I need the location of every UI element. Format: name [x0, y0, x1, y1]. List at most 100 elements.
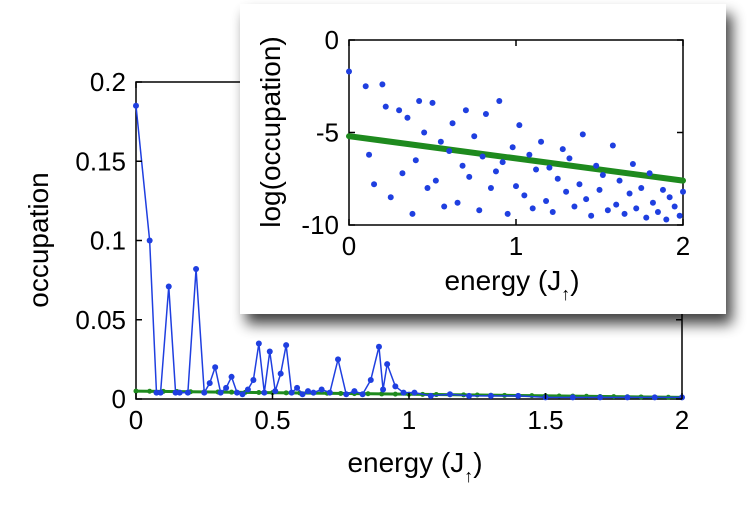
inset-x-tick-label: 2 [676, 231, 690, 261]
inset-data-point [671, 203, 678, 210]
main-data-point [184, 389, 191, 396]
main-x-tick-label: 1 [402, 405, 416, 435]
main-data-point [326, 389, 333, 396]
main-data-point [400, 389, 407, 396]
main-data-point [266, 348, 273, 355]
inset-data-point [441, 203, 448, 210]
inset-fit-marker [638, 172, 644, 178]
inset-y-tick-label: 0 [325, 25, 339, 55]
inset-fit-marker [488, 152, 494, 158]
inset-fit-marker [530, 158, 536, 164]
inset-data-point [546, 164, 553, 171]
inset-fit-marker [346, 133, 352, 139]
inset-data-point [421, 129, 428, 136]
main-data-point [133, 102, 139, 109]
inset-data-point [566, 155, 573, 162]
main-y-tick-label: 0.15 [75, 146, 126, 176]
inset-data-point [563, 188, 570, 195]
main-data-point [411, 389, 418, 396]
main-data-point [223, 384, 230, 391]
main-data-point [343, 391, 350, 398]
inset-data-point [479, 153, 486, 160]
inset-data-point [680, 188, 686, 195]
inset-panel: 0 1 2 0 -5 -10 energy (J↑) log(occupation) [240, 4, 726, 314]
main-x-tick-label: 1.5 [527, 405, 563, 435]
inset-data-point [533, 166, 540, 173]
inset-fit-marker [496, 153, 502, 159]
main-y-tick-label: 0.2 [90, 67, 126, 97]
main-data-point [283, 342, 290, 349]
inset-data-point [593, 162, 600, 169]
inset-data-point [549, 209, 556, 216]
inset-fit-marker [430, 144, 435, 150]
main-data-point [272, 388, 279, 395]
main-x-tick-label: 0 [129, 405, 143, 435]
inset-fit-marker [555, 161, 561, 167]
inset-data-point [521, 192, 528, 199]
inset-data-point [412, 157, 419, 164]
main-data-point [310, 389, 317, 396]
inset-fit-marker [605, 168, 611, 174]
main-data-line [135, 105, 682, 399]
inset-data-point [346, 68, 352, 75]
inset-data-point [399, 170, 406, 177]
main-fit-marker [147, 388, 153, 394]
main-data-point [146, 237, 153, 244]
inset-x-tick-label: 1 [509, 231, 523, 261]
main-y-axis-label: occupation [23, 172, 54, 307]
inset-data-point [504, 210, 511, 217]
inset-y-axis-label: log(occupation) [255, 36, 286, 227]
inset-fit-marker [588, 165, 594, 171]
main-data-point [176, 389, 183, 396]
main-data-point [380, 386, 387, 393]
inset-data-point [509, 144, 516, 151]
main-data-point [487, 392, 494, 399]
inset-data-point [626, 190, 633, 197]
main-data-point [335, 356, 342, 363]
inset-data-point [387, 194, 394, 201]
inset-data-point [643, 214, 650, 221]
inset-data-point [499, 159, 506, 166]
inset-data-point [604, 207, 611, 214]
inset-data-point [379, 81, 386, 88]
main-data-point [294, 384, 301, 391]
inset-fit-marker [663, 175, 669, 181]
inset-data-point [416, 98, 423, 105]
inset-fit-marker [421, 143, 427, 149]
inset-fit-marker [546, 160, 552, 166]
inset-data-point [437, 138, 444, 145]
inset-fit-marker [438, 145, 444, 151]
main-y-tick-label: 0 [112, 384, 126, 414]
main-data-point [165, 283, 172, 290]
main-data-point [569, 394, 576, 401]
inset-data-point [432, 177, 439, 184]
inset-data-point [482, 111, 489, 117]
main-data-point [351, 388, 358, 395]
inset-data-point [613, 201, 620, 208]
inset-data-point [538, 138, 545, 145]
main-data-point [427, 392, 434, 399]
inset-y-tick-label: -5 [316, 118, 339, 148]
inset-fit-marker [388, 139, 394, 145]
main-data-point [261, 389, 268, 396]
inset-fit-marker [455, 148, 461, 154]
main-data-point [375, 343, 382, 350]
main-data-point [367, 376, 374, 383]
inset-data-point [596, 186, 603, 193]
main-data-point [157, 389, 164, 396]
inset-data-point [599, 172, 606, 179]
main-data-point [466, 392, 473, 399]
inset-x-axis-label: energy (J↑) [444, 265, 579, 304]
main-data-point [299, 391, 306, 398]
inset-data-point [476, 207, 483, 214]
inset-fit-marker [371, 137, 377, 143]
main-data-point [193, 266, 200, 273]
inset-data-point [579, 131, 586, 138]
main-x-axis-label: energy (J↑) [347, 447, 482, 486]
inset-data-point [633, 205, 640, 212]
main-fit-marker [474, 392, 480, 398]
main-plot: 0 0.5 1 1.5 2 0 0.05 0.1 0.15 0.2 energy (J↑) occ… [23, 67, 689, 486]
main-data-point [318, 386, 325, 393]
main-fit-marker [611, 394, 617, 400]
